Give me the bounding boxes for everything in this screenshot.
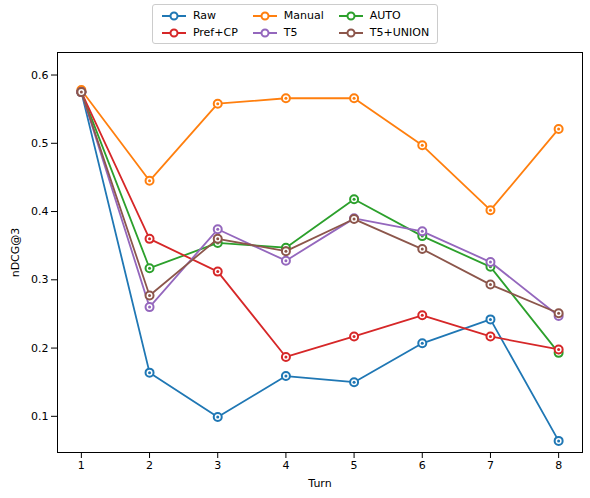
svg-text:0.6: 0.6 <box>31 69 49 82</box>
svg-text:0.1: 0.1 <box>31 410 49 423</box>
html-text:Raw: Raw <box>192 9 216 22</box>
html-text:T5: T5 <box>283 26 298 39</box>
html-text:AUTO: AUTO <box>369 9 401 22</box>
svg-text:3: 3 <box>214 459 221 472</box>
svg-text:8: 8 <box>555 459 562 472</box>
svg-text:Turn: Turn <box>307 477 331 490</box>
svg-text:0.2: 0.2 <box>31 342 49 355</box>
svg-text:7: 7 <box>487 459 494 472</box>
html-text:Pref+CP: Pref+CP <box>192 26 238 39</box>
svg-text:0.3: 0.3 <box>31 273 49 286</box>
html-text:T5+UNION: T5+UNION <box>369 26 430 39</box>
svg-text:1: 1 <box>78 459 85 472</box>
svg-text:nDCG@3: nDCG@3 <box>9 228 22 278</box>
svg-text:6: 6 <box>419 459 426 472</box>
svg-text:0.4: 0.4 <box>31 205 49 218</box>
svg-text:0.5: 0.5 <box>31 137 49 150</box>
svg-text:2: 2 <box>146 459 153 472</box>
svg-text:5: 5 <box>351 459 358 472</box>
html-text:Manual: Manual <box>283 9 324 22</box>
svg-text:4: 4 <box>282 459 289 472</box>
